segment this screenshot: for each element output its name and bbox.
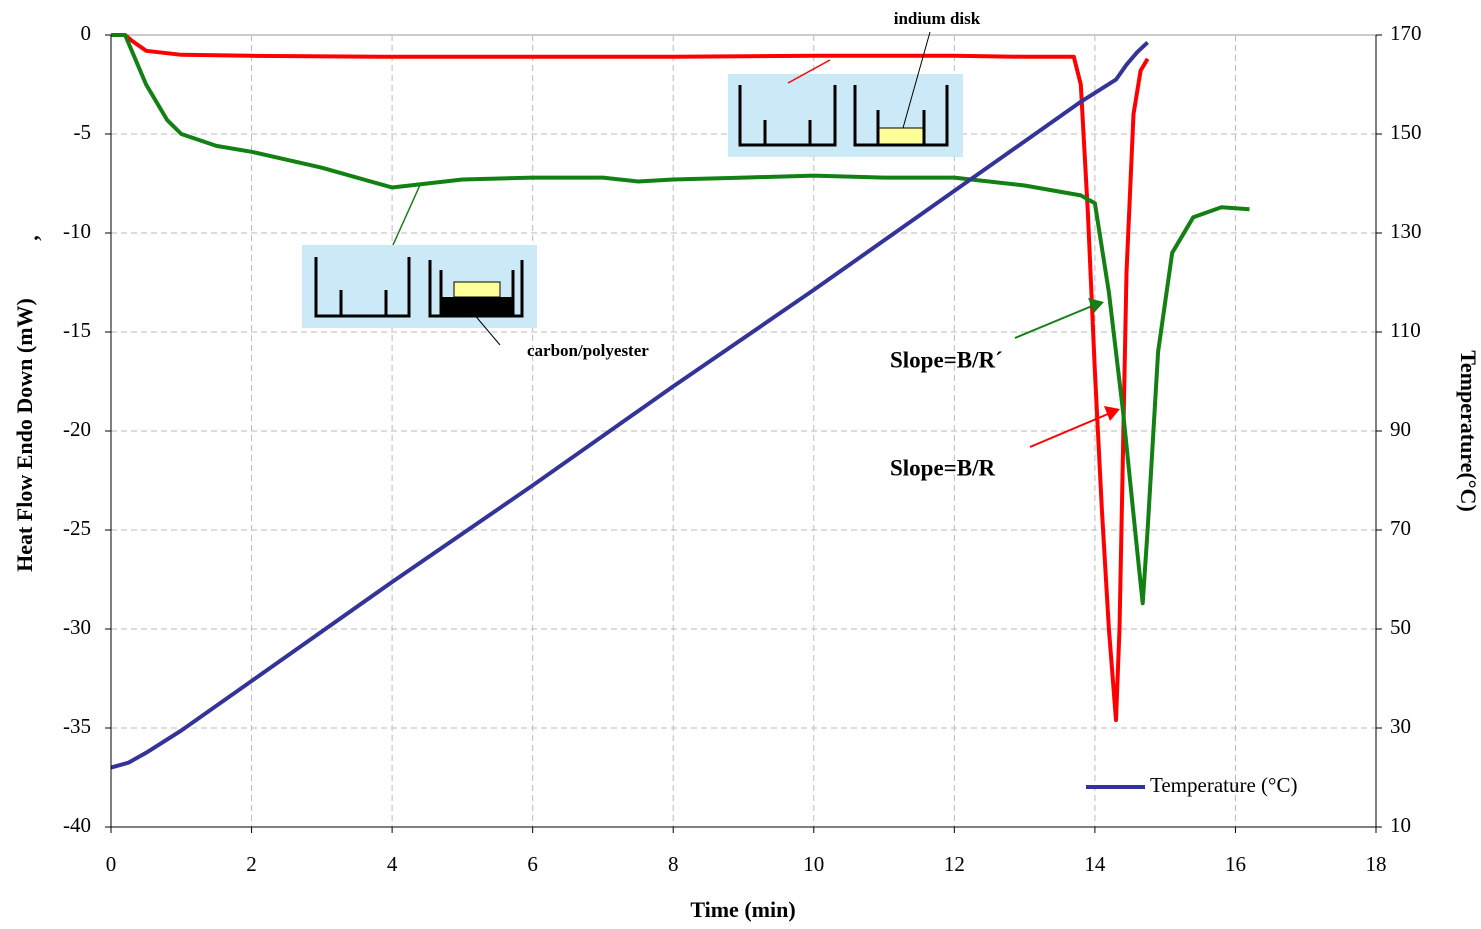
arrow-head [1088,298,1104,313]
y2-tick-label: 10 [1390,813,1411,837]
y2-tick-label: 90 [1390,417,1411,441]
series-line [111,33,1150,723]
annotation: Slope=B/R´ [890,347,1003,372]
annotation: indium disk [894,9,981,28]
legend-label: Temperature (°C) [1150,773,1297,797]
x-tick-label: 14 [1084,852,1106,876]
x-tick-label: 0 [106,852,117,876]
x-tick-label: 8 [668,852,679,876]
x-tick-label: 6 [527,852,538,876]
y-axis-label-extra: , [18,235,43,241]
curves [110,33,1250,770]
carbon-pans [302,245,537,328]
leader-line [461,299,501,346]
y-tick-label: -5 [74,120,92,144]
legend: Temperature (°C) [1086,773,1297,797]
arrow-head [1104,406,1120,421]
y-tick-label: -10 [63,219,91,243]
y-tick-label: -15 [63,318,91,342]
y-tick-label: -35 [63,714,91,738]
y-tick-label: 0 [81,21,92,45]
x-tick-label: 16 [1225,852,1246,876]
y2-tick-label: 30 [1390,714,1411,738]
x-tick-label: 2 [246,852,257,876]
x-axis-label: Time (min) [690,897,795,922]
y-tick-label: -20 [63,417,91,441]
y-axis-label: Heat Flow Endo Down (mW) [12,298,37,572]
y-tick-label: -30 [63,615,91,639]
x-tick-label: 18 [1366,852,1387,876]
y-tick-label: -25 [63,516,91,540]
y2-tick-label: 110 [1390,318,1421,342]
y2-tick-label: 130 [1390,219,1422,243]
leader-line [392,184,421,246]
y2-tick-label: 150 [1390,120,1422,144]
indium-pans [728,74,963,157]
y2-axis-label: Temperature(°C) [1456,350,1481,512]
arrow [1014,305,1093,339]
grid [105,34,1382,833]
annotation: Slope=B/R [890,455,996,480]
y-tick-label: -40 [63,813,91,837]
series-line [110,40,1149,770]
series-line [111,33,1250,606]
leader-line [902,31,931,129]
y2-tick-label: 170 [1390,21,1422,45]
y2-tick-label: 70 [1390,516,1411,540]
annotation: carbon/polyester [527,341,649,360]
x-tick-label: 4 [387,852,398,876]
arrow [1029,413,1109,448]
y2-tick-label: 50 [1390,615,1411,639]
x-tick-label: 12 [944,852,965,876]
x-tick-label: 10 [803,852,824,876]
leader-line [787,59,831,84]
